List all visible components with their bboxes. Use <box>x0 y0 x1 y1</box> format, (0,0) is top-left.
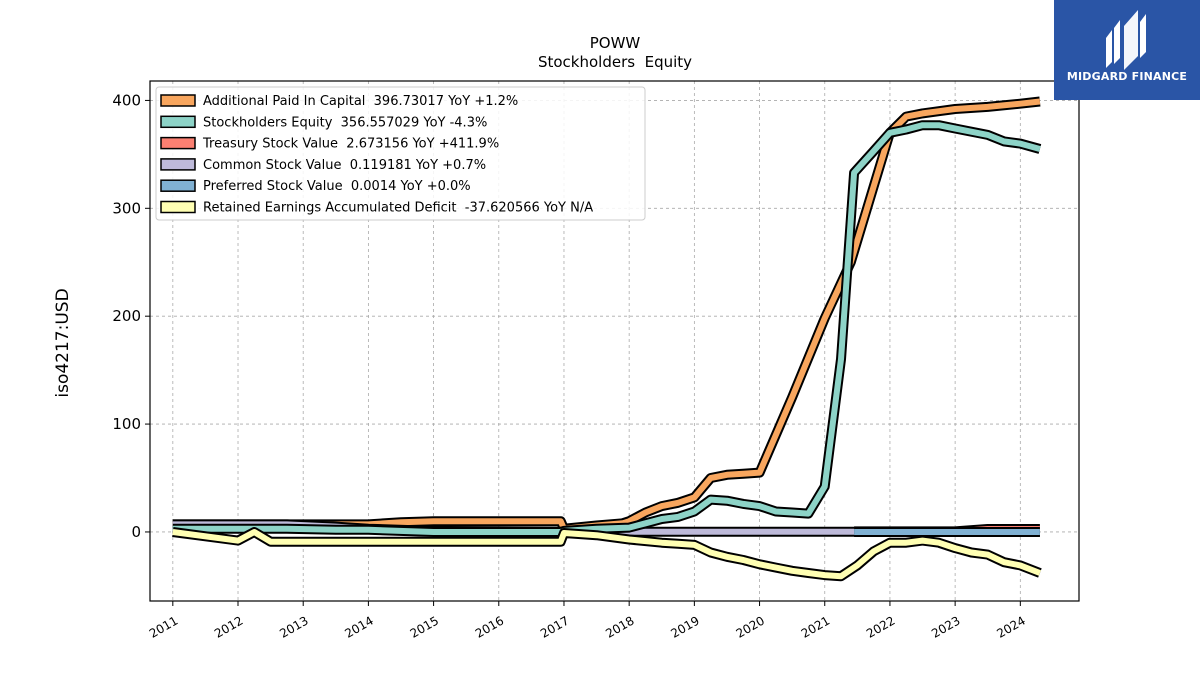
y-tick-label: 0 <box>131 523 141 541</box>
x-axis: 2011 2012 2013 2014 2015 2016 2017 2018 2019 2020… <box>147 601 1028 641</box>
legend-entry: Common Stock Value 0.119181 YoY +0.7% <box>203 158 486 173</box>
x-tick-label: 2020 <box>734 613 767 640</box>
legend-box <box>155 86 646 221</box>
brand-logo: MIDGARD FINANCE <box>1054 0 1200 100</box>
x-tick-label: 2014 <box>342 613 375 640</box>
legend-entry: Preferred Stock Value 0.0014 YoY +0.0% <box>203 179 471 194</box>
chart-title: POWW <box>590 34 641 52</box>
legend-entry: Treasury Stock Value 2.673156 YoY +411.9… <box>202 137 499 152</box>
x-tick-label: 2018 <box>603 613 636 640</box>
x-tick-label: 2011 <box>147 613 180 640</box>
x-tick-label: 2023 <box>929 613 962 640</box>
series-line-stockholders-equity <box>172 122 1041 535</box>
y-tick-label: 200 <box>112 307 141 325</box>
legend-swatch <box>160 136 196 150</box>
logo-mark-icon <box>1106 10 1146 70</box>
legend: Additional Paid In Capital 396.73017 YoY… <box>155 86 646 221</box>
series-line-retained-earnings-accumulated-deficit <box>172 529 1041 580</box>
x-tick-label: 2022 <box>864 613 897 640</box>
chart-subtitle: Stockholders Equity <box>538 53 692 71</box>
series-line-additional-paid-in-capital <box>172 98 1041 532</box>
legend-swatch <box>160 158 196 171</box>
x-tick-label: 2015 <box>408 613 441 640</box>
legend-swatch <box>160 200 196 214</box>
plot-frame <box>149 80 1080 602</box>
legend-swatch <box>160 115 196 129</box>
series-layer <box>172 96 1042 582</box>
x-tick-label: 2021 <box>799 613 832 640</box>
logo-text: MIDGARD FINANCE <box>1066 70 1188 83</box>
y-tick-label: 300 <box>112 199 141 217</box>
x-tick-label: 2016 <box>473 613 506 640</box>
x-tick-label: 2024 <box>994 613 1027 640</box>
x-tick-label: 2012 <box>212 613 245 640</box>
legend-entry: Retained Earnings Accumulated Deficit -3… <box>203 201 593 216</box>
legend-swatch <box>160 94 196 107</box>
y-axis-label: iso4217:USD <box>53 288 73 397</box>
legend-entry: Additional Paid In Capital 396.73017 YoY… <box>203 94 518 109</box>
y-tick-label: 400 <box>112 91 141 109</box>
y-axis: 0 100 200 300 400 <box>112 91 150 541</box>
x-tick-label: 2019 <box>668 613 701 640</box>
legend-swatch <box>160 179 196 192</box>
legend-entry: Stockholders Equity 356.557029 YoY -4.3% <box>203 115 487 130</box>
y-tick-label: 100 <box>112 415 141 433</box>
x-tick-label: 2017 <box>538 613 571 640</box>
x-tick-label: 2013 <box>277 613 310 640</box>
